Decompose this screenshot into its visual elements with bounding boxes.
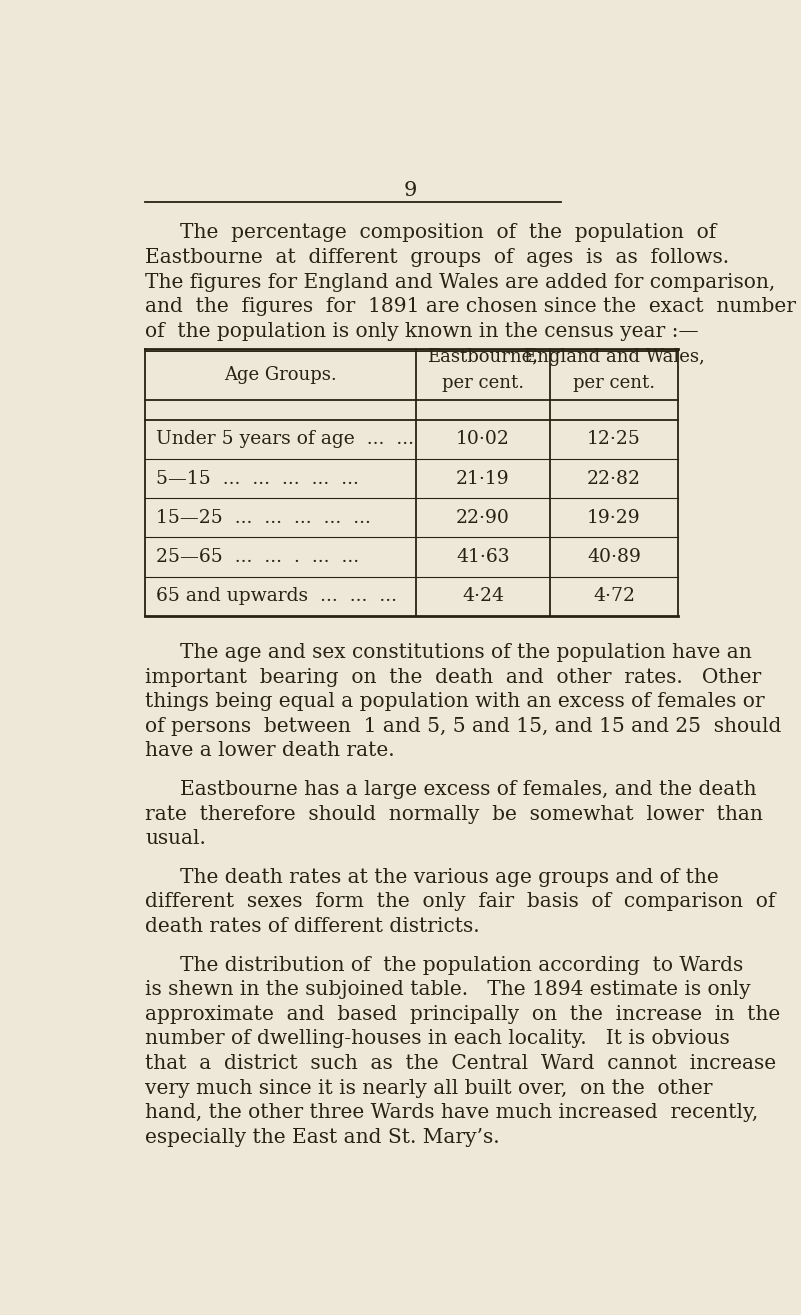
Text: that  a  district  such  as  the  Central  Ward  cannot  increase: that a district such as the Central Ward… — [145, 1055, 776, 1073]
Text: different  sexes  form  the  only  fair  basis  of  comparison  of: different sexes form the only fair basis… — [145, 893, 775, 911]
Text: 21·19: 21·19 — [456, 469, 509, 488]
Text: Eastbourne  at  different  groups  of  ages  is  as  follows.: Eastbourne at different groups of ages i… — [145, 249, 729, 267]
Text: 4·72: 4·72 — [593, 588, 635, 605]
Text: 41·63: 41·63 — [456, 548, 509, 565]
Text: hand, the other three Wards have much increased  recently,: hand, the other three Wards have much in… — [145, 1103, 759, 1123]
Text: very much since it is nearly all built over,  on the  other: very much since it is nearly all built o… — [145, 1078, 713, 1098]
Text: Eastbourne has a large excess of females, and the death: Eastbourne has a large excess of females… — [180, 780, 756, 800]
Text: especially the East and St. Mary’s.: especially the East and St. Mary’s. — [145, 1128, 500, 1147]
Text: 22·82: 22·82 — [587, 469, 641, 488]
Text: 9: 9 — [404, 180, 417, 200]
Text: 10·02: 10·02 — [456, 430, 510, 448]
Text: usual.: usual. — [145, 830, 206, 848]
Text: 12·25: 12·25 — [587, 430, 641, 448]
Text: 4·24: 4·24 — [462, 588, 504, 605]
Text: The  percentage  composition  of  the  population  of: The percentage composition of the popula… — [180, 224, 716, 242]
Text: 25—65  ...  ...  .  ...  ...: 25—65 ... ... . ... ... — [156, 548, 359, 565]
Text: The death rates at the various age groups and of the: The death rates at the various age group… — [180, 868, 718, 886]
Text: death rates of different districts.: death rates of different districts. — [145, 917, 480, 936]
Text: is shewn in the subjoined table.   The 1894 estimate is only: is shewn in the subjoined table. The 189… — [145, 980, 751, 999]
Text: Under 5 years of age  ...  ...: Under 5 years of age ... ... — [156, 430, 414, 448]
Text: Eastbourne,
per cent.: Eastbourne, per cent. — [428, 347, 538, 392]
Text: number of dwelling-houses in each locality.   It is obvious: number of dwelling-houses in each locali… — [145, 1030, 730, 1048]
Text: 15—25  ...  ...  ...  ...  ...: 15—25 ... ... ... ... ... — [156, 509, 371, 527]
Text: things being equal a population with an excess of females or: things being equal a population with an … — [145, 692, 765, 711]
Text: 22·90: 22·90 — [456, 509, 510, 527]
Text: The figures for England and Wales are added for comparison,: The figures for England and Wales are ad… — [145, 272, 775, 292]
Text: rate  therefore  should  normally  be  somewhat  lower  than: rate therefore should normally be somewh… — [145, 805, 763, 823]
Text: The distribution of  the population according  to Wards: The distribution of the population accor… — [180, 956, 743, 974]
Text: The age and sex constitutions of the population have an: The age and sex constitutions of the pop… — [180, 643, 751, 661]
Text: of persons  between  1 and 5, 5 and 15, and 15 and 25  should: of persons between 1 and 5, 5 and 15, an… — [145, 717, 782, 736]
Text: 19·29: 19·29 — [587, 509, 641, 527]
Text: 40·89: 40·89 — [587, 548, 641, 565]
Text: of  the population is only known in the census year :—: of the population is only known in the c… — [145, 322, 698, 341]
Text: and  the  figures  for  1891 are chosen since the  exact  number: and the figures for 1891 are chosen sinc… — [145, 297, 796, 316]
Text: important  bearing  on  the  death  and  other  rates.   Other: important bearing on the death and other… — [145, 668, 761, 686]
Text: 65 and upwards  ...  ...  ...: 65 and upwards ... ... ... — [156, 588, 397, 605]
Text: approximate  and  based  principally  on  the  increase  in  the: approximate and based principally on the… — [145, 1005, 780, 1024]
Text: Age Groups.: Age Groups. — [224, 366, 337, 384]
Text: England and Wales,
per cent.: England and Wales, per cent. — [524, 347, 704, 392]
Text: 5—15  ...  ...  ...  ...  ...: 5—15 ... ... ... ... ... — [156, 469, 359, 488]
Text: have a lower death rate.: have a lower death rate. — [145, 742, 395, 760]
